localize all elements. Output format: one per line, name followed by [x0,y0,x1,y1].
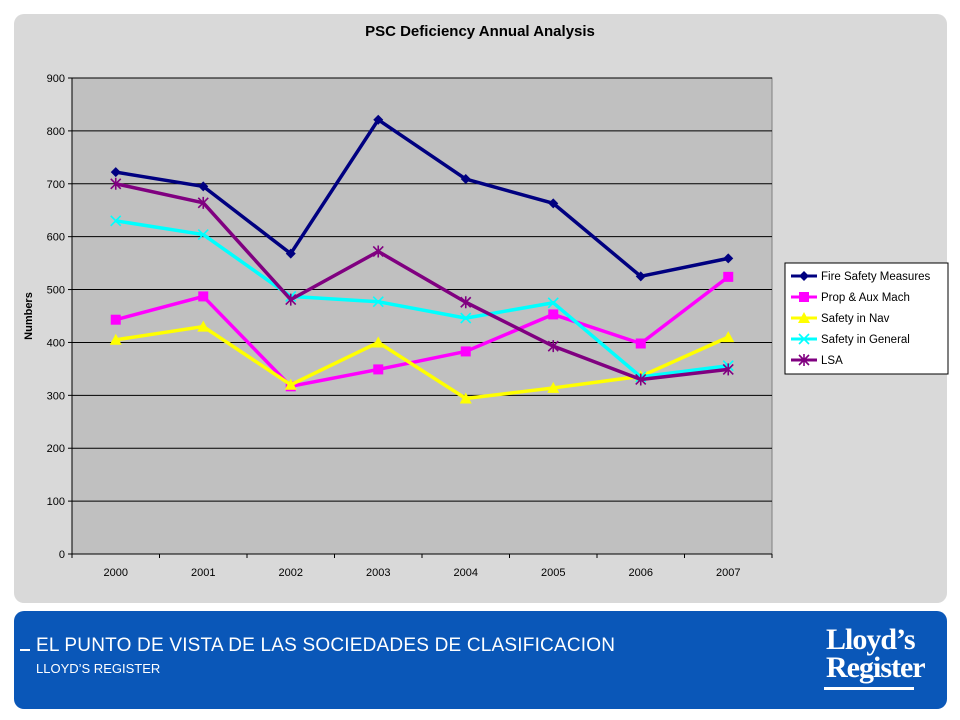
data-point [547,297,559,309]
data-point [548,198,559,209]
data-point [548,309,559,320]
data-point [372,296,384,308]
footer-bar: EL PUNTO DE VISTA DE LAS SOCIEDADES DE C… [14,611,947,709]
x-tick-label: 2002 [279,567,303,579]
y-tick-label: 600 [47,232,65,244]
x-tick-label: 2001 [191,567,215,579]
data-point [460,312,472,324]
data-point [373,114,384,125]
y-tick-label: 400 [47,337,65,349]
data-point [460,296,472,309]
data-point [284,378,297,390]
data-point [460,174,471,185]
data-point [722,331,735,343]
legend [784,262,949,375]
x-tick-label: 2007 [716,567,740,579]
data-point [635,373,647,386]
y-tick-label: 0 [59,549,65,561]
data-point [459,392,472,404]
data-point [373,364,384,375]
plot-area [71,77,773,555]
y-tick-label: 800 [47,126,65,138]
legend-marker [798,312,810,323]
data-point [372,336,385,348]
data-point [723,253,734,264]
series-line-1 [115,118,729,279]
data-point [723,271,734,282]
data-point [110,167,121,178]
legend-marker [799,292,809,302]
lloyds-register-logo: Lloyd’s Register [824,621,926,699]
x-tick-label: 2000 [104,567,128,579]
legend-label: Safety in Nav [821,313,890,325]
y-tick-label: 100 [47,496,65,508]
data-point [197,320,210,332]
data-point [285,293,297,306]
data-point [635,271,646,282]
logo-text-line1: Lloyd’s [826,623,916,656]
legend-marker [798,354,810,366]
data-point [722,363,734,376]
legend-marker [799,271,809,281]
data-point [285,248,296,259]
footer-subtitle: LLOYD’S REGISTER [36,661,161,676]
legend-label: Fire Safety Measures [821,271,931,283]
data-point [635,338,646,349]
data-point [547,381,560,393]
x-tick-label: 2004 [454,567,478,579]
data-point [110,314,121,325]
series-line-5 [115,182,729,382]
legend-label: LSA [821,355,843,367]
data-point [198,181,209,192]
legend-label: Prop & Aux Mach [821,292,910,304]
x-tick-label: 2005 [541,567,565,579]
data-point [110,215,122,227]
legend-label: Safety in General [821,334,910,346]
y-tick-label: 700 [47,179,65,191]
series-line-2 [115,275,730,389]
data-point [460,346,471,357]
series-line-4 [115,219,729,379]
y-tick-label: 300 [47,390,65,402]
y-axis-label: Numbers [23,292,35,340]
chart-title: PSC Deficiency Annual Analysis [365,23,595,40]
data-point [197,196,209,209]
data-point [110,177,122,190]
logo-rule [824,687,914,690]
x-tick-label: 2003 [366,567,390,579]
y-tick-label: 500 [47,285,65,297]
y-tick-label: 900 [47,73,65,85]
data-point [109,333,122,345]
series-line-3 [115,324,729,401]
y-tick-label: 200 [47,443,65,455]
footer-dash [20,649,30,651]
footer-title: EL PUNTO DE VISTA DE LAS SOCIEDADES DE C… [36,635,616,656]
data-point [372,245,384,258]
x-tick-label: 2006 [629,567,653,579]
data-point [198,291,209,302]
data-point [547,340,559,353]
legend-marker [798,333,810,345]
data-point [197,228,209,241]
logo-text-line2: Register [826,651,926,684]
